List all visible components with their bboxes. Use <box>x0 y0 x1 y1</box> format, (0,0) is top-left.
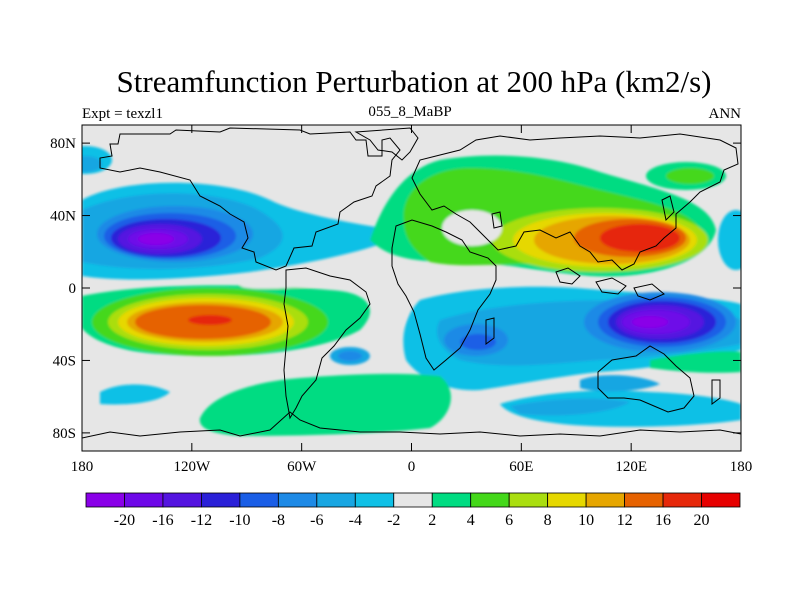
high-antarctic-band <box>199 373 451 436</box>
subtitle-left: Expt = texzl1 <box>82 106 163 122</box>
contour-field <box>82 146 741 436</box>
y-tick-label: 80N <box>50 136 76 152</box>
low-aus-south-west <box>580 375 660 392</box>
colorbar-swatch <box>277 492 318 508</box>
subtitle-center: 055_8_MaBP <box>368 104 451 120</box>
colorbar-label: -6 <box>310 512 323 529</box>
y-tick-label: 0 <box>69 281 77 297</box>
axes: 180 120W 60W 0 60E 120E 180 80N 40N 0 40S 80S <box>50 125 752 475</box>
colorbar-label: 16 <box>655 512 671 529</box>
colorbar-swatch <box>585 492 625 508</box>
colorbar-swatch <box>124 492 164 508</box>
neutral-atlantic-gap <box>383 270 407 330</box>
colorbar-swatch <box>162 492 202 508</box>
colorbar-label: -4 <box>349 512 362 529</box>
colorbar-swatch <box>354 492 395 508</box>
colorbar-label: -12 <box>191 512 212 529</box>
x-tick-label: 60E <box>509 459 533 475</box>
colorbar-label: 8 <box>544 512 552 529</box>
map-area <box>82 125 741 451</box>
x-tick-label: 180 <box>71 459 94 475</box>
low-atlantic-small-in <box>338 351 362 361</box>
x-tick-label: 0 <box>408 459 416 475</box>
contour-shading <box>82 146 741 436</box>
colorbar-swatch <box>85 492 125 508</box>
colorbar-swatch <box>431 492 472 508</box>
colorbar-swatch <box>547 492 587 508</box>
x-tick-label: 180 <box>730 459 753 475</box>
colorbar-label: -16 <box>152 512 173 529</box>
colorbar-label: 4 <box>467 512 475 529</box>
low-antarctic-east-in <box>510 398 630 416</box>
colorbar-label: -8 <box>272 512 285 529</box>
y-tick-label: 40S <box>53 353 76 369</box>
low-north-pacific-in <box>82 156 102 172</box>
colorbar-swatch <box>239 492 279 508</box>
x-tick-label: 120E <box>615 459 647 475</box>
colorbar-label: 12 <box>617 512 633 529</box>
low-dateline-east <box>718 210 741 270</box>
chart-title: Streamfunction Perturbation at 200 hPa (… <box>117 64 712 99</box>
colorbar-swatch <box>201 492 241 508</box>
high-north-pacific-in <box>666 168 714 184</box>
coastlines <box>82 127 741 439</box>
low-aus-l7 <box>632 316 668 328</box>
low-indian-l2 <box>460 334 496 350</box>
low-antarctic-west <box>100 384 170 405</box>
colorbar: -20 -16 -12 -10 -8 -6 -4 -2 2 4 6 8 10 12 16 20 <box>85 492 741 529</box>
colorbar-label: 6 <box>505 512 513 529</box>
colorbar-label: 10 <box>578 512 594 529</box>
subtitle-right: ANN <box>709 106 742 122</box>
colorbar-swatch <box>393 492 433 508</box>
colorbar-swatch <box>662 492 702 508</box>
colorbar-label: -2 <box>387 512 400 529</box>
y-tick-label: 80S <box>53 426 76 442</box>
colorbar-swatch <box>508 492 549 508</box>
high-south-l6 <box>188 315 232 325</box>
colorbar-swatch <box>316 492 356 508</box>
low-north-l7 <box>138 233 174 245</box>
colorbar-swatch <box>701 492 741 508</box>
colorbar-swatch <box>624 492 664 508</box>
x-tick-label: 60W <box>287 459 317 475</box>
high-aus-south <box>650 351 741 373</box>
colorbar-label: 2 <box>428 512 436 529</box>
y-tick-label: 40N <box>50 209 76 225</box>
colorbar-label: -10 <box>229 512 250 529</box>
colorbar-label: -20 <box>114 512 135 529</box>
colorbar-swatch <box>470 492 510 508</box>
colorbar-label: 20 <box>694 512 710 529</box>
high-asia-l6 <box>600 224 680 252</box>
x-tick-label: 120W <box>173 459 211 475</box>
neutral-equator-gap <box>240 267 380 289</box>
